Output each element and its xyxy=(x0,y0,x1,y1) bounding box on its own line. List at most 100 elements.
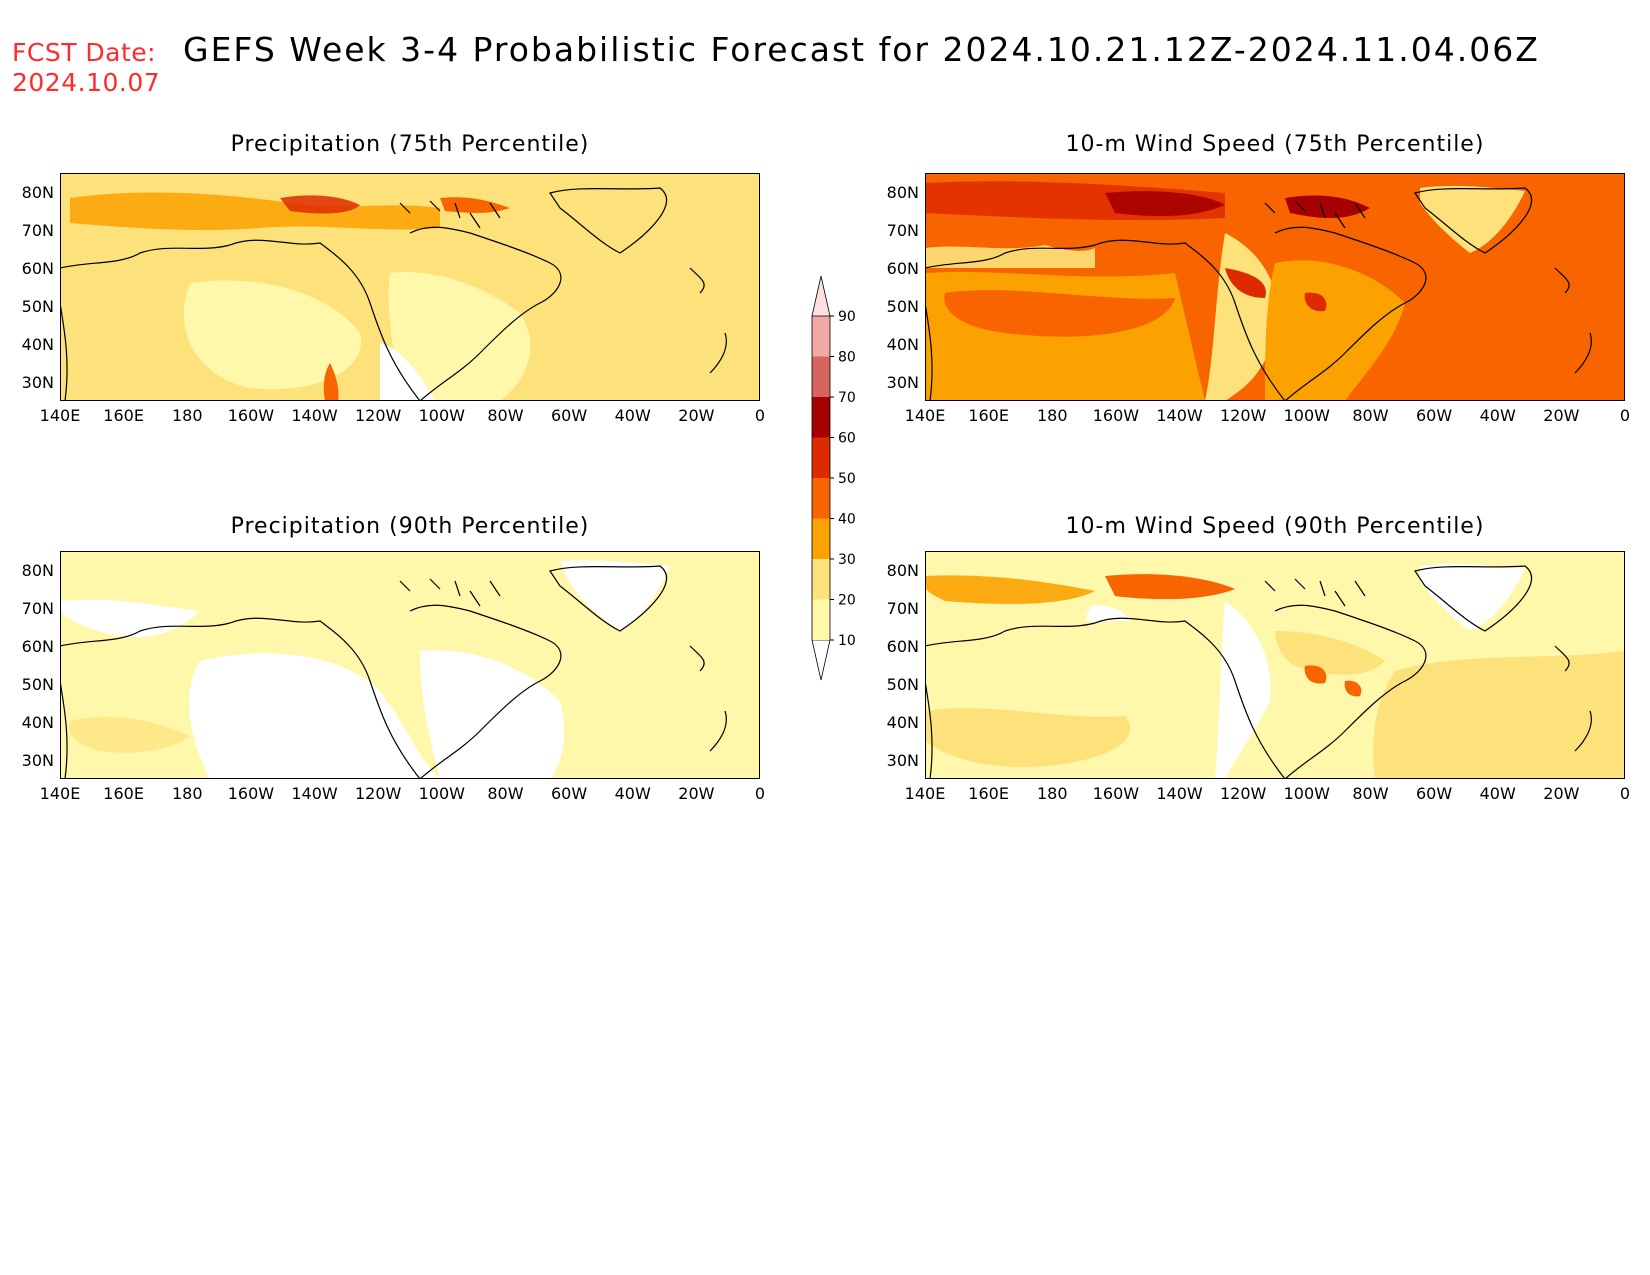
lon-tick-label: 160W xyxy=(1092,784,1140,803)
colorbar-tick-label: 50 xyxy=(838,471,856,487)
colorbar-tick-label: 60 xyxy=(838,431,856,447)
colorbar-swatch xyxy=(812,599,830,640)
lon-tick-label: 120W xyxy=(354,406,402,425)
colorbar-upper-extension xyxy=(811,275,831,317)
lat-tick-label: 30N xyxy=(886,373,919,392)
colorbar-tick-label: 80 xyxy=(838,350,856,366)
lat-tick-label: 50N xyxy=(21,297,54,316)
lon-tick-label: 140W xyxy=(291,406,338,425)
lon-tick-label: 160E xyxy=(968,784,1009,803)
fcst-date-label: FCST Date: xyxy=(12,38,157,67)
lon-tick-label: 40W xyxy=(614,784,651,803)
colorbar-swatch xyxy=(812,559,830,600)
lon-tick-label: 160E xyxy=(103,406,144,425)
lat-tick-label: 50N xyxy=(886,297,919,316)
lat-tick-label: 30N xyxy=(886,751,919,770)
lon-tick-label: 20W xyxy=(1543,784,1580,803)
colorbar-swatch xyxy=(812,316,830,357)
colorbar-swatch xyxy=(812,397,830,438)
lon-tick-label: 60W xyxy=(550,406,588,425)
lon-tick-label: 80W xyxy=(1352,784,1389,803)
lat-tick-label: 60N xyxy=(21,637,54,656)
lon-tick-label: 80W xyxy=(1352,406,1389,425)
lon-tick-label: 20W xyxy=(678,784,715,803)
lon-tick-label: 140E xyxy=(39,406,81,425)
lon-tick-label: 120W xyxy=(354,784,402,803)
frame-wind90 xyxy=(925,551,1625,779)
lon-tick-label: 180 xyxy=(1036,406,1068,425)
lon-tick-label: 160E xyxy=(103,784,144,803)
panel-title-wind75: 10-m Wind Speed (75th Percentile) xyxy=(1065,132,1485,157)
lon-tick-label: 80W xyxy=(487,784,524,803)
map-panel-precip90 xyxy=(60,551,760,779)
lon-tick-label: 0 xyxy=(1619,784,1631,803)
lat-tick-label: 50N xyxy=(21,675,54,694)
lon-tick-label: 160W xyxy=(227,784,275,803)
lon-tick-label: 140E xyxy=(904,784,946,803)
map-precip90 xyxy=(60,551,760,779)
lat-tick-label: 60N xyxy=(886,259,919,278)
colorbar-tick-label: 70 xyxy=(838,390,856,406)
colorbar-tick-label: 10 xyxy=(838,633,856,649)
lat-tick-label: 70N xyxy=(886,599,919,618)
lon-tick-label: 80W xyxy=(487,406,524,425)
lon-tick-label: 60W xyxy=(550,784,588,803)
lat-tick-label: 60N xyxy=(21,259,54,278)
colorbar-swatch xyxy=(812,437,830,478)
lat-tick-label: 40N xyxy=(886,713,919,732)
lon-tick-label: 60W xyxy=(1415,406,1453,425)
map-wind90 xyxy=(925,551,1625,779)
map-panel-wind75 xyxy=(925,173,1625,401)
lon-tick-label: 60W xyxy=(1415,784,1453,803)
lat-tick-label: 70N xyxy=(21,221,54,240)
lat-tick-label: 60N xyxy=(886,637,919,656)
lon-tick-label: 40W xyxy=(614,406,651,425)
panel-title-wind90: 10-m Wind Speed (90th Percentile) xyxy=(1065,514,1485,539)
lon-tick-label: 120W xyxy=(1219,784,1267,803)
lon-tick-label: 160W xyxy=(1092,406,1140,425)
lon-tick-label: 100W xyxy=(418,784,465,803)
lat-tick-label: 80N xyxy=(886,561,919,580)
lat-tick-label: 70N xyxy=(886,221,919,240)
lon-tick-label: 100W xyxy=(418,406,465,425)
frame-precip75 xyxy=(60,173,760,401)
lat-tick-label: 30N xyxy=(21,373,54,392)
colorbar: 10 20 30 40 50 60 70 80 90 xyxy=(800,268,860,688)
map-wind75 xyxy=(925,173,1625,401)
colorbar-tick-label: 20 xyxy=(838,593,856,609)
lat-tick-label: 70N xyxy=(21,599,54,618)
panel-title-precip75: Precipitation (75th Percentile) xyxy=(230,132,590,157)
lat-tick-label: 40N xyxy=(21,713,54,732)
colorbar-svg: 10 20 30 40 50 60 70 80 90 xyxy=(811,275,856,681)
fcst-date-value: 2024.10.07 xyxy=(12,68,161,97)
lon-tick-label: 180 xyxy=(171,406,203,425)
colorbar-swatch xyxy=(812,356,830,397)
lon-tick-label: 140W xyxy=(291,784,338,803)
lon-tick-label: 100W xyxy=(1283,406,1330,425)
lon-tick-label: 100W xyxy=(1283,784,1330,803)
colorbar-tick-label: 30 xyxy=(838,552,856,568)
lon-tick-label: 140W xyxy=(1156,784,1203,803)
map-panel-wind90 xyxy=(925,551,1625,779)
colorbar-swatch xyxy=(812,518,830,559)
frame-wind75 xyxy=(925,173,1625,401)
lon-tick-label: 140E xyxy=(904,406,946,425)
lon-tick-label: 20W xyxy=(678,406,715,425)
lon-tick-label: 0 xyxy=(754,406,766,425)
map-panel-precip75 xyxy=(60,173,760,401)
lon-tick-label: 140W xyxy=(1156,406,1203,425)
panel-title-precip90: Precipitation (90th Percentile) xyxy=(230,514,590,539)
colorbar-lower-extension xyxy=(811,639,831,681)
main-title: GEFS Week 3-4 Probabilistic Forecast for… xyxy=(183,30,1540,69)
lat-tick-label: 30N xyxy=(21,751,54,770)
lat-tick-label: 80N xyxy=(21,183,54,202)
lat-tick-label: 80N xyxy=(21,561,54,580)
lon-tick-label: 180 xyxy=(171,784,203,803)
lon-tick-label: 20W xyxy=(1543,406,1580,425)
lat-tick-label: 80N xyxy=(886,183,919,202)
lon-tick-label: 160W xyxy=(227,406,275,425)
map-precip75 xyxy=(60,173,760,401)
colorbar-tick-label: 90 xyxy=(838,309,856,325)
colorbar-tick-label: 40 xyxy=(838,512,856,528)
colorbar-swatch xyxy=(812,478,830,519)
